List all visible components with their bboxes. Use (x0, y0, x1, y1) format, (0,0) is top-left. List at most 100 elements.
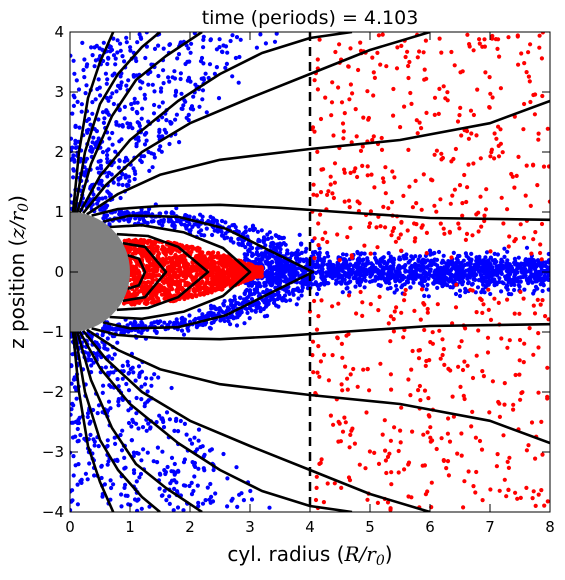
blue-particle (114, 122, 119, 127)
red-particle (398, 440, 403, 445)
blue-particle (120, 363, 125, 368)
blue-particle (416, 263, 421, 268)
blue-particle (321, 262, 326, 267)
blue-particle (347, 272, 352, 277)
blue-particle (300, 285, 305, 290)
red-particle (369, 172, 374, 177)
blue-particle (220, 310, 225, 315)
blue-particle (94, 43, 99, 49)
red-particle (182, 294, 187, 300)
blue-particle (263, 41, 268, 46)
red-particle (495, 46, 500, 52)
blue-particle (533, 277, 539, 282)
blue-particle (274, 248, 279, 253)
blue-particle (227, 306, 232, 312)
blue-particle (326, 265, 331, 270)
blue-particle (172, 486, 177, 491)
red-particle (432, 112, 437, 117)
blue-particle (427, 263, 432, 268)
blue-particle (95, 411, 100, 416)
blue-particle (187, 483, 192, 489)
blue-particle (187, 59, 192, 64)
red-particle (425, 430, 430, 435)
red-particle (234, 273, 239, 278)
red-particle (198, 269, 203, 275)
red-particle (199, 291, 204, 296)
red-particle (536, 390, 541, 395)
blue-particle (443, 277, 448, 282)
blue-particle (386, 251, 391, 256)
blue-particle (247, 247, 252, 252)
blue-particle (267, 298, 272, 303)
red-particle (375, 50, 380, 56)
red-particle (139, 251, 144, 256)
blue-particle (428, 259, 433, 264)
blue-particle (505, 261, 510, 266)
blue-particle (105, 347, 110, 352)
red-particle (190, 266, 195, 271)
red-particle (382, 418, 387, 423)
blue-particle (262, 299, 267, 305)
blue-particle (250, 251, 255, 256)
red-particle (524, 485, 529, 490)
blue-particle (161, 425, 167, 430)
blue-particle (278, 235, 283, 240)
blue-particle (283, 242, 288, 247)
blue-particle (229, 299, 235, 304)
blue-particle (169, 211, 174, 216)
blue-particle (420, 276, 425, 281)
blue-particle (394, 278, 399, 283)
red-particle (481, 374, 486, 379)
red-particle (342, 167, 347, 172)
blue-particle (528, 259, 533, 264)
blue-particle (190, 224, 195, 229)
blue-particle (515, 279, 520, 284)
blue-particle (473, 290, 478, 295)
blue-particle (371, 278, 376, 283)
blue-particle (410, 256, 415, 261)
red-particle (460, 367, 466, 373)
red-particle (153, 273, 158, 278)
red-particle (471, 161, 476, 166)
blue-particle (393, 283, 399, 288)
blue-particle (179, 91, 184, 96)
blue-particle (148, 425, 153, 430)
blue-particle (189, 41, 194, 46)
blue-particle (296, 296, 301, 301)
blue-particle (204, 226, 209, 231)
blue-particle (256, 237, 261, 242)
blue-particle (134, 395, 139, 401)
blue-particle (90, 53, 95, 58)
blue-particle (172, 461, 177, 467)
blue-particle (500, 280, 505, 285)
blue-particle (265, 236, 271, 241)
blue-particle (210, 499, 216, 504)
blue-particle (236, 312, 242, 317)
blue-particle (406, 269, 411, 274)
blue-particle (156, 73, 161, 79)
blue-particle (252, 291, 257, 296)
red-particle (317, 461, 322, 466)
blue-particle (210, 232, 215, 238)
blue-particle (484, 274, 489, 279)
red-particle (178, 286, 183, 291)
blue-particle (134, 109, 139, 115)
blue-particle (295, 256, 300, 261)
blue-particle (214, 47, 219, 52)
blue-particle (189, 441, 195, 446)
blue-particle (165, 464, 170, 470)
red-particle (348, 170, 353, 175)
blue-particle (138, 158, 143, 163)
blue-particle (264, 250, 269, 255)
red-particle (542, 503, 547, 508)
red-particle (348, 82, 353, 87)
red-particle (392, 175, 397, 180)
blue-particle (203, 322, 208, 327)
blue-particle (87, 461, 92, 466)
blue-particle (110, 142, 115, 147)
blue-particle (318, 282, 323, 287)
blue-particle (265, 232, 270, 237)
blue-particle (490, 276, 495, 281)
red-particle (405, 49, 410, 54)
red-particle (486, 307, 491, 312)
